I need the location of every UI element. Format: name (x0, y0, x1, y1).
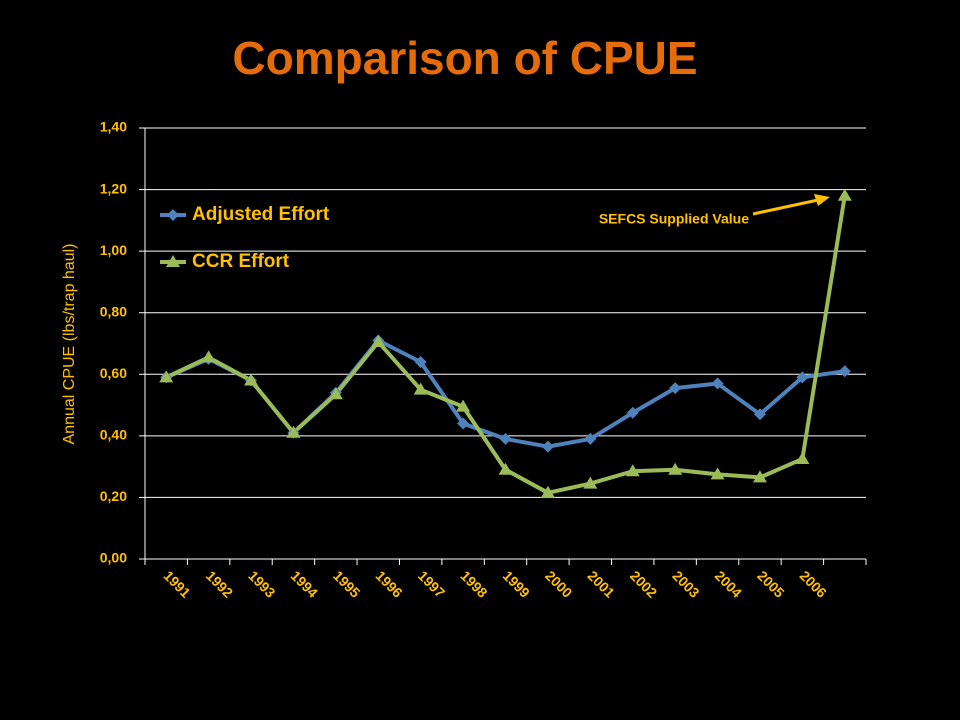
data-point (286, 425, 301, 438)
data-point (201, 350, 216, 363)
y-axis-label: Annual CPUE (lbs/trap haul) (61, 244, 78, 445)
data-point (414, 355, 427, 368)
y-tick-label: 0,80 (100, 303, 127, 319)
y-tick-label: 0,40 (100, 427, 127, 443)
y-tick-label: 1,00 (100, 242, 127, 258)
data-point (838, 365, 851, 378)
data-point (244, 373, 259, 386)
data-point (837, 188, 852, 201)
data-point (625, 464, 640, 477)
data-point (753, 408, 766, 421)
legend-label: CCR Effort (192, 251, 290, 272)
data-point (328, 387, 343, 400)
data-point (583, 476, 598, 489)
data-point (668, 462, 683, 475)
data-point (540, 485, 555, 498)
data-point (498, 462, 513, 475)
data-point (669, 382, 682, 395)
data-point (796, 371, 809, 384)
data-point (371, 334, 386, 347)
data-point (456, 399, 471, 412)
data-point (413, 382, 428, 395)
y-tick-label: 0,20 (100, 488, 127, 504)
data-point (711, 377, 724, 390)
data-point (710, 467, 725, 480)
data-point (159, 370, 174, 383)
y-tick-label: 1,40 (100, 119, 127, 135)
data-point (584, 432, 597, 445)
legend-label: Adjusted Effort (192, 204, 330, 225)
data-point (541, 440, 554, 453)
data-point (752, 470, 767, 483)
data-point (795, 451, 810, 464)
annotation-arrowhead (814, 194, 830, 206)
legend-marker (166, 255, 180, 267)
y-tick-label: 0,60 (100, 365, 127, 381)
data-point (499, 432, 512, 445)
y-tick-label: 1,20 (100, 180, 127, 196)
chart-title: Comparison of CPUE (232, 32, 697, 84)
legend-marker (167, 209, 179, 221)
annotation: SEFCS Supplied Value (599, 211, 749, 227)
data-point (626, 406, 639, 419)
annotation-arrow (752, 198, 819, 216)
y-tick-label: 0,00 (100, 550, 127, 566)
data-point (457, 417, 470, 430)
